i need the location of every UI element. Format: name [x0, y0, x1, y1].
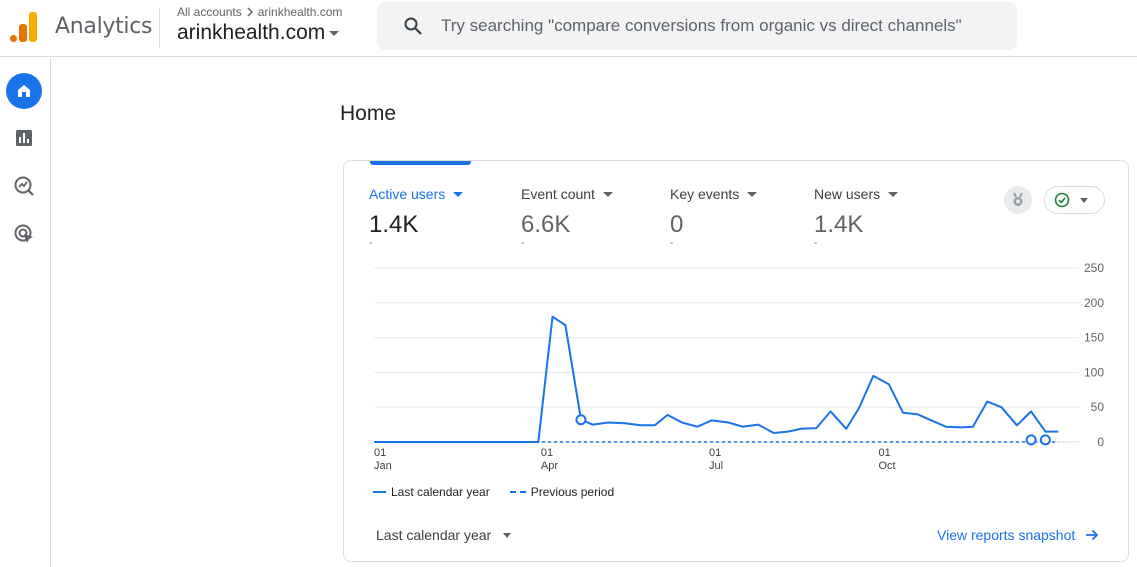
home-icon [18, 85, 30, 97]
data-point-marker [1039, 434, 1051, 446]
nav-home[interactable] [6, 73, 42, 109]
x-tick-day: 01 [541, 447, 553, 459]
metric-label: Event count [521, 186, 595, 202]
metric-value: 6.6K [521, 211, 571, 238]
dropdown-arrow-icon [1080, 197, 1088, 203]
x-tick-day: 01 [878, 447, 890, 459]
check-circle-icon [1054, 192, 1070, 208]
legend-dashed-line-icon [509, 491, 526, 493]
breadcrumb-all-accounts[interactable]: All accounts [177, 5, 242, 19]
explore-icon [14, 176, 34, 196]
metric-change: - [670, 238, 674, 249]
insights-button[interactable] [1004, 186, 1032, 214]
breadcrumb[interactable]: All accounts arinkhealth.com [177, 5, 342, 19]
chart-legend: Last calendar year Previous period [373, 485, 614, 499]
dropdown-arrow-icon [453, 191, 464, 197]
top-bar: Analytics All accounts arinkhealth.com a… [0, 0, 1137, 57]
metric-label: New users [814, 186, 881, 202]
insights-badge-icon [1013, 192, 1023, 206]
reports-icon [16, 130, 32, 146]
nav-reports[interactable] [6, 120, 42, 156]
overview-card: Active users 1.4K - Event count 6.6K - K… [343, 160, 1129, 562]
breadcrumb-site[interactable]: arinkhealth.com [257, 5, 343, 19]
x-tick-month: Jan [374, 460, 392, 472]
y-tick-label: 100 [1084, 365, 1104, 379]
metric-value: 0 [670, 211, 684, 238]
legend-item-current: Last calendar year [373, 485, 490, 499]
search-icon [404, 17, 422, 35]
y-tick-label: 200 [1084, 296, 1104, 310]
selected-metric-indicator [370, 161, 471, 165]
left-nav-rail [0, 58, 51, 567]
date-range-selector[interactable]: Last calendar year [376, 527, 512, 543]
y-tick-label: 0 [1097, 435, 1104, 449]
dropdown-arrow-icon [602, 191, 613, 197]
divider [159, 8, 160, 48]
x-tick-month: Apr [541, 460, 558, 472]
property-selector[interactable]: arinkhealth.com [177, 21, 340, 45]
data-quality-button[interactable] [1044, 186, 1105, 214]
data-point-marker [1025, 434, 1037, 446]
metric-key-events[interactable]: Key events 0 - [670, 185, 758, 249]
date-range-label: Last calendar year [376, 527, 492, 543]
chevron-right-icon [247, 7, 253, 17]
property-name: arinkhealth.com [177, 21, 326, 44]
metric-active-users[interactable]: Active users 1.4K - [369, 185, 464, 249]
metric-value: 1.4K [369, 211, 419, 238]
data-point-marker [575, 414, 587, 426]
metric-event-count[interactable]: Event count 6.6K - [521, 185, 613, 249]
advertising-icon [14, 224, 33, 243]
y-tick-label: 150 [1084, 331, 1104, 345]
dropdown-arrow-icon [888, 191, 899, 197]
legend-item-previous: Previous period [509, 485, 615, 499]
legend-label-previous: Previous period [530, 485, 615, 499]
metric-change: - [521, 238, 525, 249]
analytics-logo[interactable] [10, 12, 38, 42]
arrow-right-icon [1086, 529, 1099, 541]
x-tick-day: 01 [709, 447, 721, 459]
x-tick-month: Oct [878, 460, 895, 472]
current-period-line [374, 315, 1059, 443]
legend-solid-line-icon [373, 491, 386, 493]
y-tick-label: 250 [1084, 261, 1104, 275]
x-tick-month: Jul [709, 460, 723, 472]
metric-change: - [369, 238, 373, 249]
metric-change: - [814, 238, 818, 249]
metric-value: 1.4K [814, 211, 864, 238]
nav-explore[interactable] [6, 168, 42, 204]
metric-new-users[interactable]: New users 1.4K - [814, 185, 899, 249]
y-tick-label: 50 [1091, 400, 1105, 414]
metric-label: Key events [670, 186, 740, 202]
metric-label: Active users [369, 186, 446, 202]
view-reports-snapshot-link[interactable]: View reports snapshot [937, 527, 1099, 543]
x-tick-day: 01 [374, 447, 386, 459]
app-title: Analytics [55, 14, 153, 39]
dropdown-arrow-icon [503, 532, 512, 538]
nav-advertising[interactable] [6, 216, 42, 252]
dropdown-arrow-icon [747, 191, 758, 197]
legend-label-current: Last calendar year [391, 485, 490, 499]
search-input[interactable] [441, 2, 1001, 50]
caret-down-icon [329, 30, 340, 36]
page-title: Home [340, 102, 397, 125]
search-bar[interactable] [377, 2, 1017, 50]
snapshot-link-label: View reports snapshot [937, 527, 1076, 543]
